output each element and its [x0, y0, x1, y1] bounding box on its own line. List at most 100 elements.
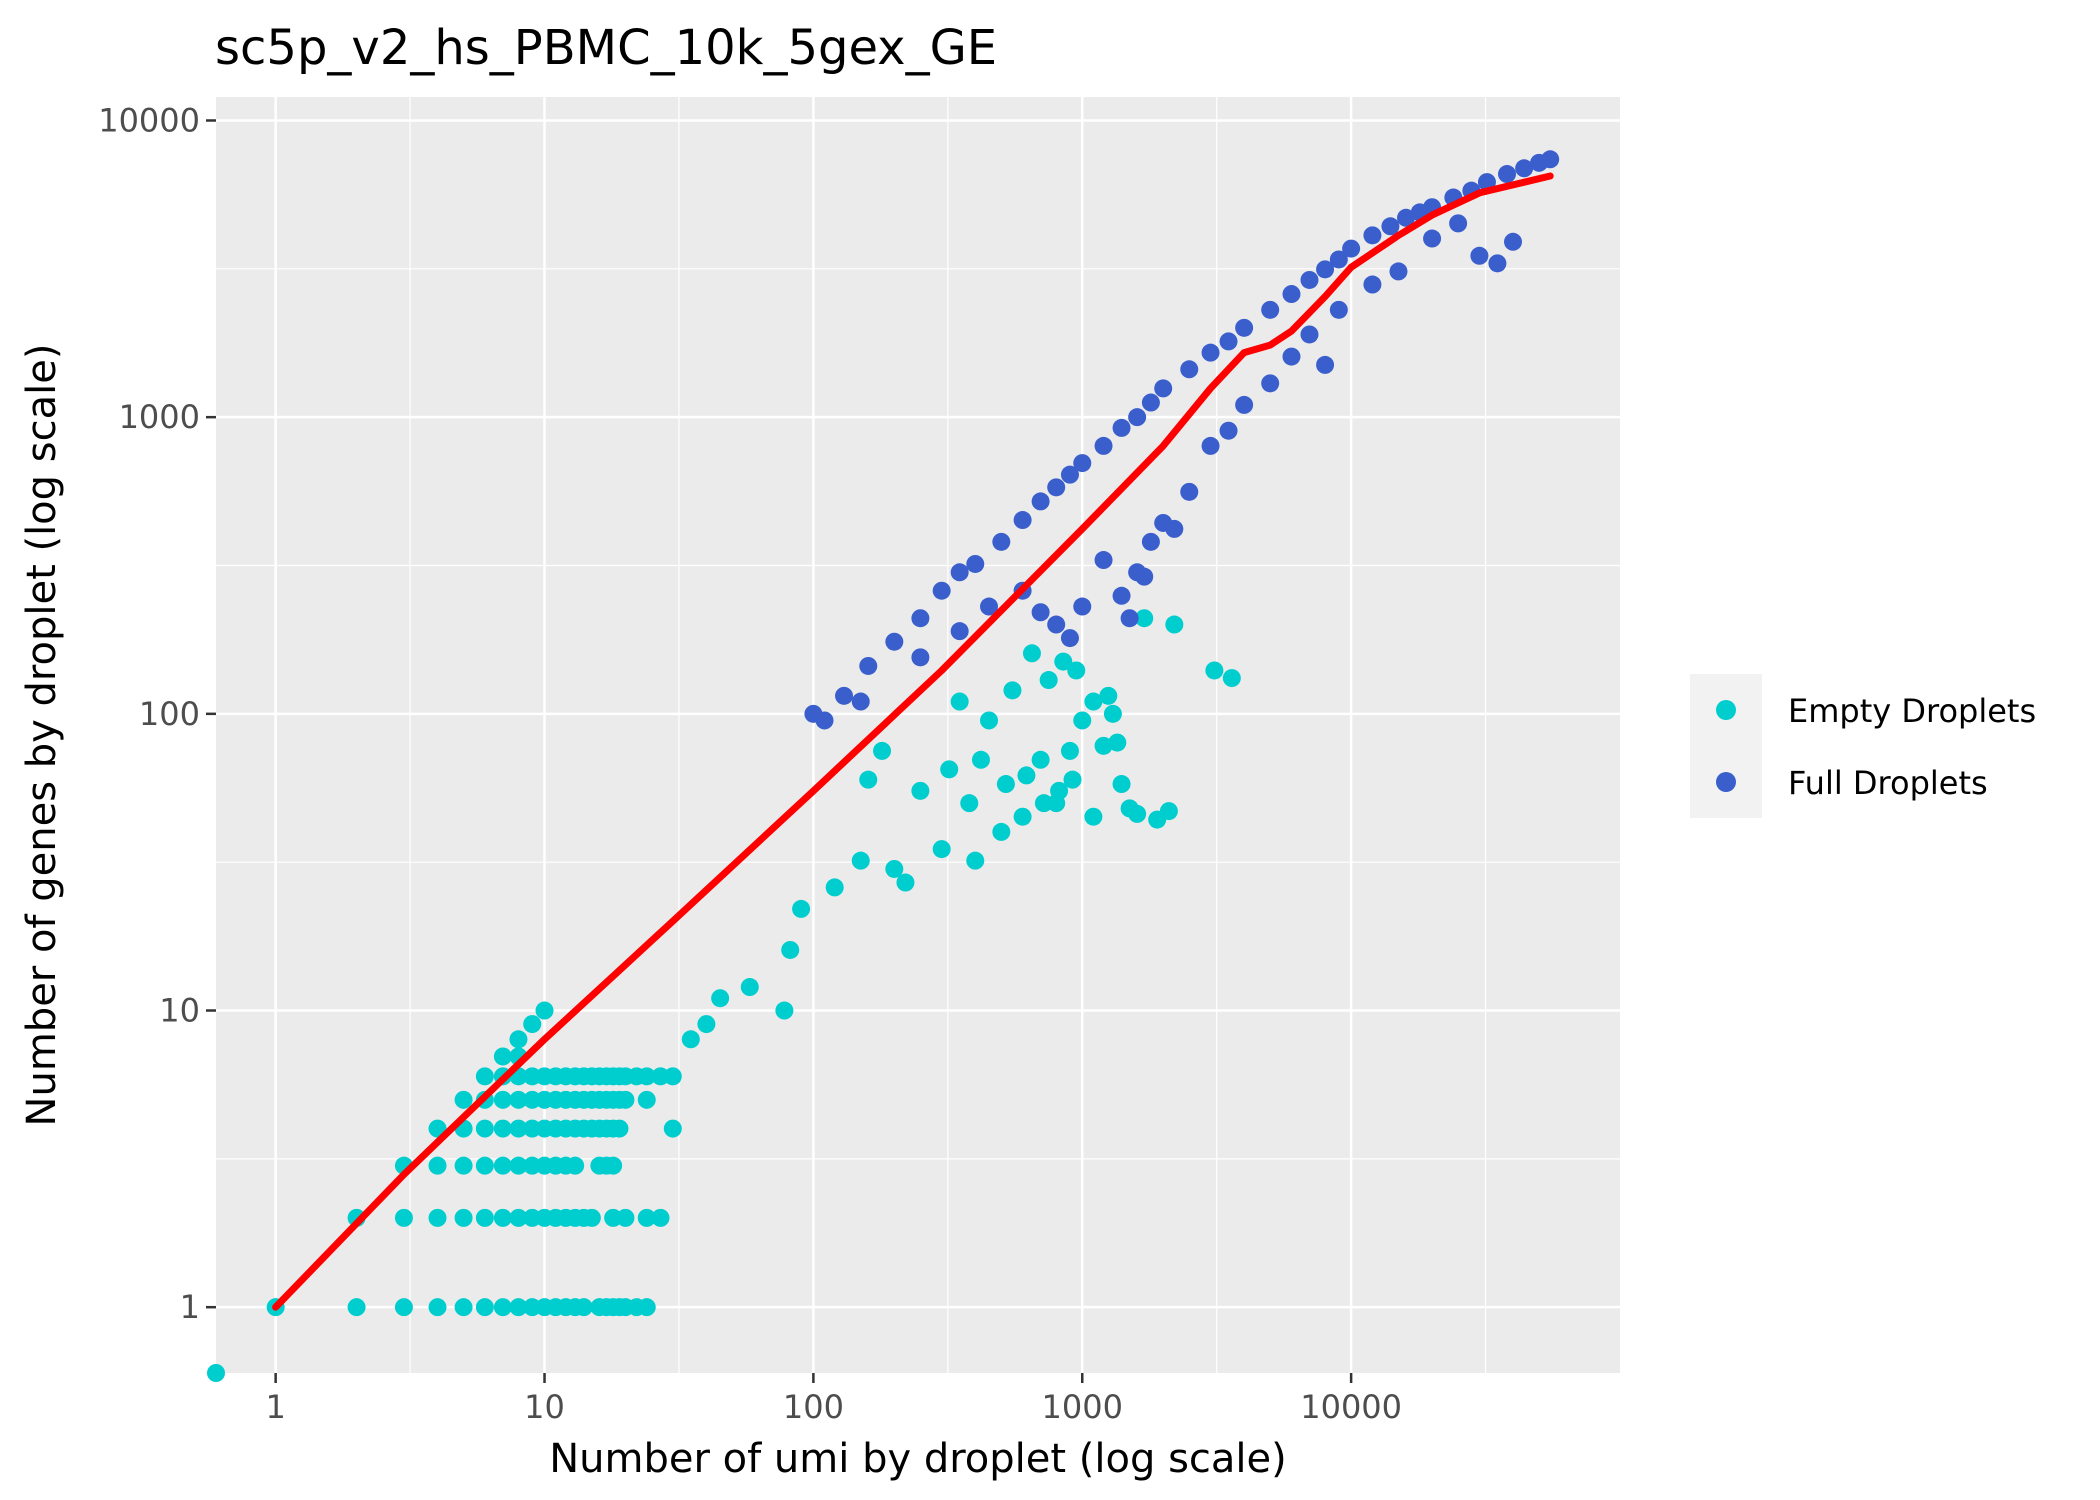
y-tick-label: 10000: [98, 101, 200, 139]
full-droplet-point: [1363, 275, 1382, 294]
empty-droplet-point: [493, 1156, 512, 1175]
empty-droplet-point: [493, 1090, 512, 1109]
empty-droplet-point: [932, 840, 951, 859]
legend-swatch-full: [1716, 772, 1736, 792]
full-droplet-point: [980, 597, 999, 616]
empty-droplet-point: [1084, 692, 1103, 711]
empty-droplet-point: [1067, 661, 1086, 680]
full-droplet-point: [1235, 318, 1254, 337]
full-droplet-point: [1031, 492, 1050, 511]
full-droplet-point: [950, 563, 969, 582]
empty-droplet-point: [566, 1156, 585, 1175]
empty-droplet-point: [523, 1119, 542, 1138]
legend-swatch-empty: [1716, 700, 1736, 720]
empty-droplet-point: [663, 1119, 682, 1138]
empty-droplet-point: [1103, 704, 1122, 723]
full-droplet-point: [1381, 217, 1400, 236]
full-droplet-point: [1219, 421, 1238, 440]
empty-droplet-point: [885, 859, 904, 878]
full-droplet-point: [1488, 254, 1507, 273]
y-tick-label: 10: [159, 992, 200, 1030]
empty-droplet-point: [637, 1208, 656, 1227]
full-droplet-point: [1300, 270, 1319, 289]
empty-droplet-point: [604, 1208, 623, 1227]
empty-droplet-point: [711, 989, 730, 1008]
y-tick-label: 100: [139, 695, 200, 733]
full-droplet-point: [1316, 355, 1335, 374]
empty-droplet-point: [523, 1015, 542, 1034]
empty-droplet-point: [207, 1364, 225, 1382]
empty-droplet-point: [1003, 681, 1022, 700]
full-droplet-point: [1128, 408, 1147, 427]
empty-droplet-point: [1108, 733, 1127, 752]
full-droplet-point: [1180, 360, 1199, 379]
full-droplet-point: [1047, 615, 1066, 634]
full-droplet-point: [1316, 260, 1335, 279]
empty-droplet-point: [1222, 669, 1241, 688]
empty-droplet-point: [1165, 615, 1184, 634]
trend-line: [272, 172, 1554, 1311]
full-droplet-point: [1261, 300, 1280, 319]
full-droplet-point: [1013, 511, 1032, 530]
empty-droplet-point: [1084, 807, 1103, 826]
x-tick-label: 1000: [1042, 1388, 1123, 1426]
empty-droplet-point: [940, 760, 959, 779]
empty-droplet-point: [859, 770, 878, 789]
empty-droplet-point: [475, 1298, 494, 1317]
full-droplet-point: [1282, 285, 1301, 304]
empty-droplet-point: [873, 741, 892, 760]
y-tick-label: 1000: [119, 398, 200, 436]
empty-droplet-point: [493, 1208, 512, 1227]
empty-droplet-point: [475, 1067, 494, 1086]
empty-droplet-point: [454, 1090, 473, 1109]
full-droplets-series: [804, 150, 1560, 730]
full-droplet-point: [1219, 332, 1238, 351]
full-droplet-point: [1120, 609, 1139, 628]
empty-droplet-point: [960, 794, 979, 813]
empty-droplet-point: [523, 1208, 542, 1227]
full-droplet-point: [1363, 226, 1382, 245]
empty-droplet-point: [966, 851, 985, 870]
full-droplet-point: [1342, 239, 1361, 258]
empty-droplet-point: [535, 1001, 554, 1020]
empty-droplet-point: [509, 1119, 528, 1138]
empty-droplet-point: [509, 1030, 528, 1049]
full-droplet-point: [1397, 208, 1416, 227]
full-droplet-point: [885, 632, 904, 651]
full-droplet-point: [1389, 262, 1408, 281]
full-droplet-point: [1060, 629, 1079, 648]
empty-droplet-point: [509, 1090, 528, 1109]
empty-droplet-point: [493, 1047, 512, 1066]
full-droplet-point: [1282, 347, 1301, 366]
full-droplet-point: [1235, 395, 1254, 414]
empty-droplet-point: [523, 1156, 542, 1175]
legend-label-empty: Empty Droplets: [1788, 692, 2037, 730]
empty-droplet-point: [475, 1208, 494, 1227]
full-droplet-point: [950, 622, 969, 641]
chart-title: sc5p_v2_hs_PBMC_10k_5gex_GE: [215, 20, 998, 76]
empty-droplet-point: [509, 1208, 528, 1227]
full-droplet-point: [911, 609, 930, 628]
full-droplet-point: [1112, 586, 1131, 605]
empty-droplet-point: [454, 1208, 473, 1227]
empty-droplet-point: [775, 1001, 794, 1020]
empty-droplet-point: [610, 1119, 629, 1138]
empty-droplet-point: [992, 822, 1011, 841]
empty-droplet-point: [475, 1156, 494, 1175]
empty-droplet-point: [1135, 609, 1154, 628]
empty-droplet-point: [616, 1090, 635, 1109]
full-droplet-point: [1201, 343, 1220, 362]
full-droplet-point: [859, 656, 878, 675]
empty-droplet-point: [1017, 766, 1036, 785]
trend-line-layer: [272, 172, 1554, 1311]
empty-droplet-point: [347, 1298, 366, 1317]
plot-panel: [216, 97, 1620, 1373]
x-tick-label: 10000: [1300, 1388, 1402, 1426]
empty-droplet-point: [493, 1298, 512, 1317]
empty-droplet-point: [681, 1030, 700, 1049]
full-droplet-point: [1073, 597, 1092, 616]
x-axis-title: Number of umi by droplet (log scale): [549, 1436, 1287, 1482]
empty-droplet-point: [1022, 644, 1041, 663]
empty-droplet-point: [582, 1208, 601, 1227]
